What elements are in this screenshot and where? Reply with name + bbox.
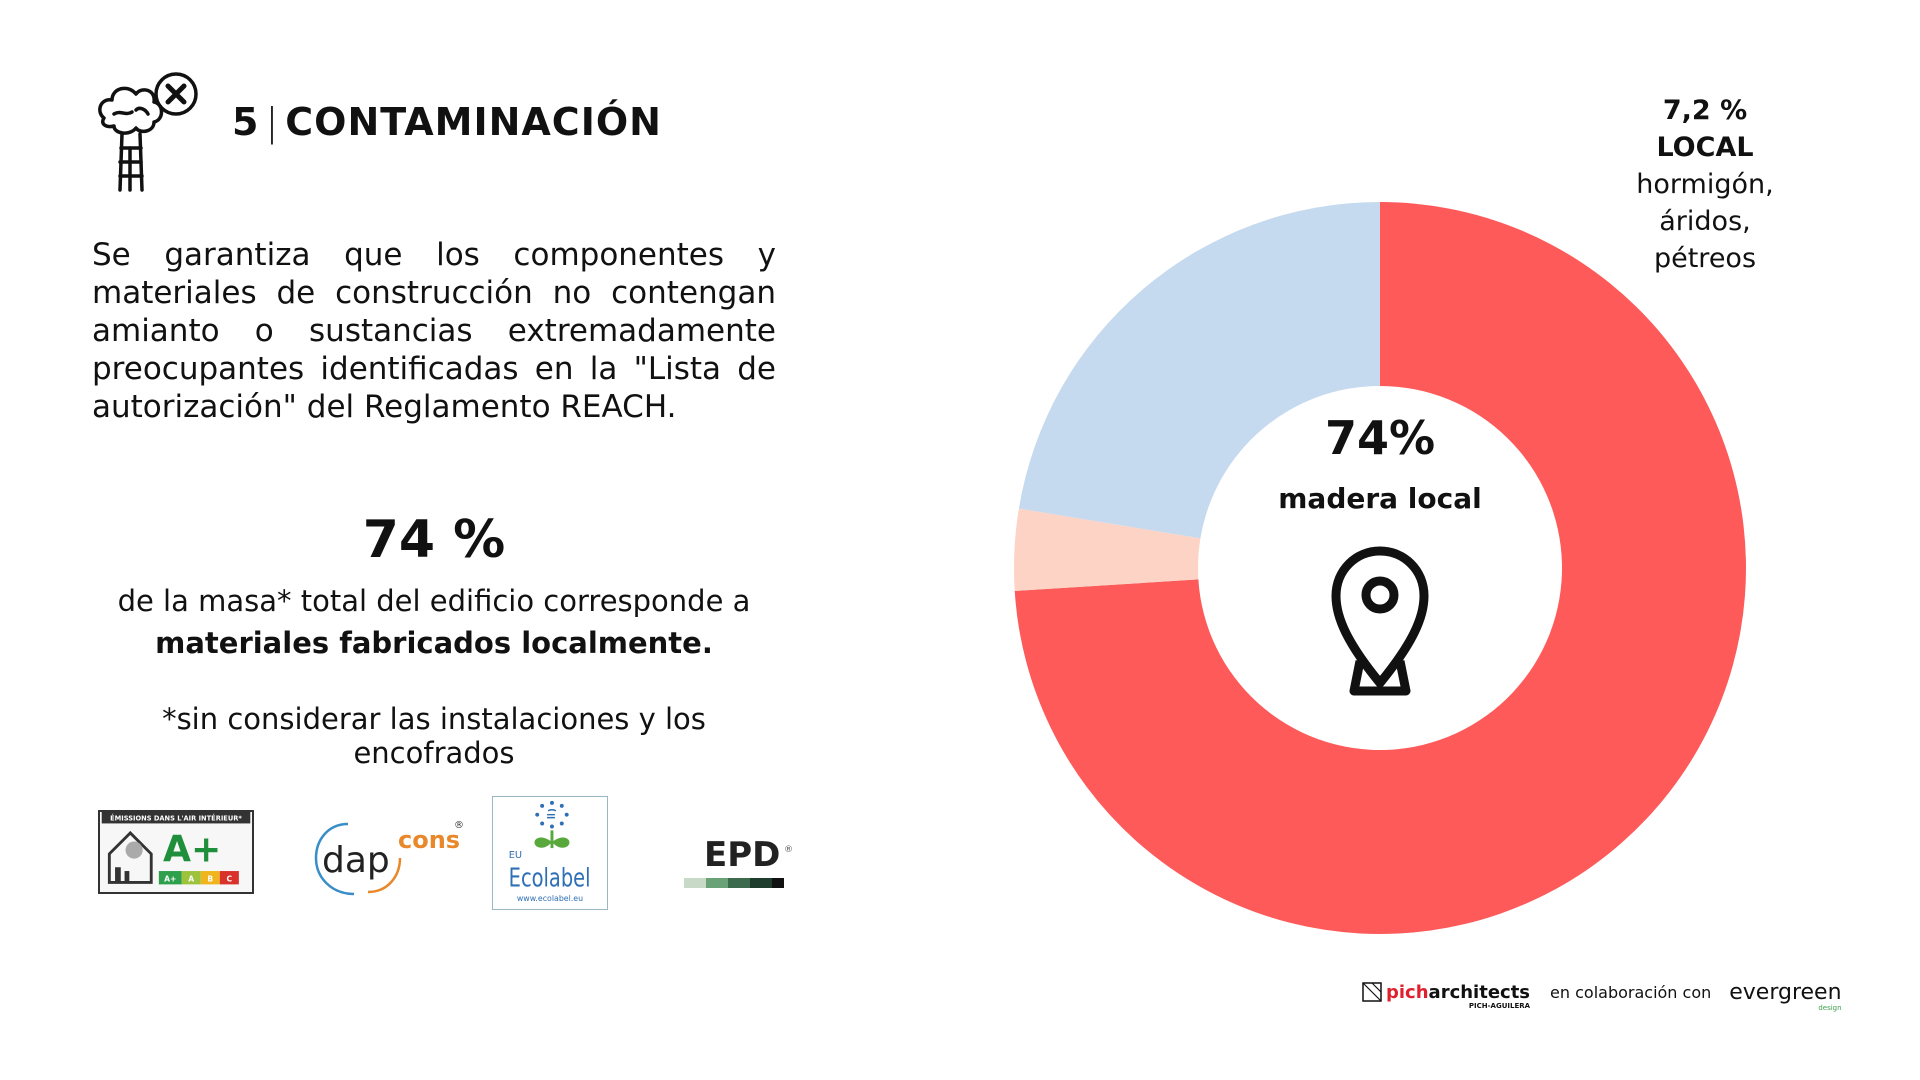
- dapcons-dap-text: dap: [322, 840, 390, 881]
- aplus-scale-2: B: [207, 875, 213, 884]
- epd-reg-mark: ®: [784, 845, 793, 855]
- donut-slice-2: [1018, 202, 1380, 539]
- eu-ecolabel-logo: EU Ecolabel www.ecolabel.eu: [492, 796, 608, 910]
- aplus-emissions-logo: ÉMISSIONS DANS L'AIR INTÉRIEUR* A+ A+ A …: [98, 810, 254, 894]
- page-title: 5 | CONTAMINACIÓN: [232, 100, 662, 144]
- intro-text: Se garantiza que los componentes y mater…: [92, 237, 776, 425]
- epd-text: EPD: [704, 835, 780, 875]
- ecolabel-eu-text: EU: [509, 850, 522, 861]
- collaboration-text: en colaboración con: [1550, 982, 1712, 1002]
- dapcons-reg-mark: ®: [454, 820, 464, 831]
- aplus-grade: A+: [163, 828, 221, 871]
- dapcons-logo: dap cons ®: [314, 820, 464, 896]
- pollution-tree-chimney-icon: [98, 72, 198, 192]
- aplus-scale-1: A: [188, 875, 194, 884]
- annotation-desc-1: hormigón, áridos,: [1636, 169, 1774, 237]
- location-pin-icon: [1331, 546, 1429, 696]
- ecolabel-url-text: www.ecolabel.eu: [517, 894, 583, 903]
- donut-chart: 74% madera local: [1014, 202, 1746, 934]
- donut-slice-0: [1014, 202, 1746, 934]
- highlight-line-1: de la masa* total del edificio correspon…: [117, 584, 751, 618]
- picharchitects-mark-icon: [1362, 982, 1382, 1002]
- footnote: *sin considerar las instalaciones y los …: [162, 702, 706, 770]
- aplus-scale-0: A+: [164, 875, 176, 884]
- donut-slice-1: [1014, 508, 1201, 591]
- picharchitects-name: picharchitects PICH-AGUILERA: [1386, 981, 1531, 1010]
- donut-center-value: 74%: [1325, 411, 1435, 465]
- chart-annotation: 7,2 % LOCAL hormigón, áridos, pétreos: [1590, 92, 1820, 277]
- annotation-label: LOCAL: [1656, 132, 1754, 163]
- highlight-percent: 74 %: [362, 510, 506, 570]
- highlight-line-2: materiales fabricados localmente.: [155, 626, 713, 660]
- epd-logo: EPD ®: [684, 835, 793, 888]
- highlight-description: de la masa* total del edificio correspon…: [92, 580, 776, 664]
- donut-center-label: madera local: [1278, 482, 1481, 515]
- ecolabel-name-text: Ecolabel: [509, 864, 591, 893]
- annotation-desc-2: pétreos: [1653, 243, 1757, 274]
- picharchitects-logo: picharchitects PICH-AGUILERA: [1362, 981, 1531, 1010]
- aplus-header-text: ÉMISSIONS DANS L'AIR INTÉRIEUR*: [110, 814, 242, 823]
- evergreen-logo: evergreen design: [1729, 979, 1842, 1012]
- dapcons-cons-text: cons: [398, 826, 460, 854]
- annotation-value: 7,2 %: [1662, 95, 1748, 126]
- aplus-scale-3: C: [227, 875, 233, 884]
- donut-slices: [1014, 202, 1746, 934]
- footer: picharchitects PICH-AGUILERA en colaborac…: [1362, 972, 1842, 1012]
